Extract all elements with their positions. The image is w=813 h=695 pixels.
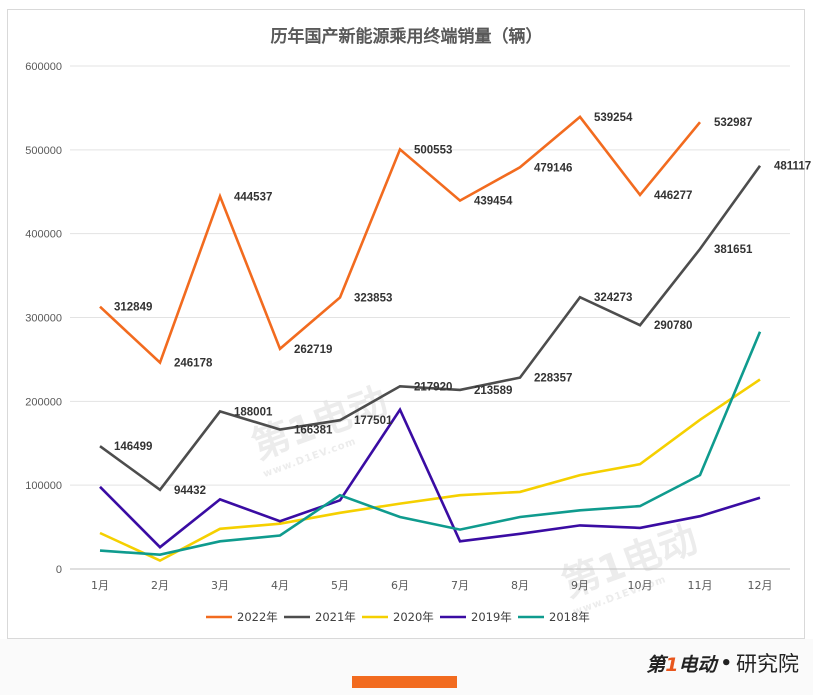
legend-label: 2020年 [393, 610, 434, 624]
x-tick-label: 4月 [271, 579, 289, 592]
x-tick-label: 12月 [748, 579, 773, 592]
y-tick-label: 400000 [25, 229, 62, 241]
x-tick-label: 8月 [511, 579, 529, 592]
data-label: 312849 [114, 302, 152, 314]
data-label: 532987 [714, 117, 752, 129]
chart-title: 历年国产新能源乘用终端销量（辆） [270, 27, 543, 47]
data-label: 446277 [654, 190, 692, 202]
y-tick-label: 600000 [25, 61, 62, 73]
x-tick-label: 3月 [211, 579, 229, 592]
x-tick-label: 9月 [571, 579, 589, 592]
series-line-2 [99, 378, 761, 563]
x-tick-label: 7月 [451, 579, 469, 592]
x-tick-label: 10月 [628, 579, 653, 592]
x-tick-label: 6月 [391, 579, 409, 592]
y-tick-label: 500000 [25, 145, 62, 157]
data-label: 539254 [594, 112, 633, 124]
legend-label: 2019年 [471, 610, 512, 624]
data-label: 481117 [774, 161, 811, 173]
legend-label: 2018年 [549, 610, 590, 624]
legend-label: 2022年 [237, 610, 278, 624]
brand-subtitle: 研究院 [736, 652, 799, 676]
data-label: 177501 [354, 415, 393, 427]
data-label: 228357 [534, 373, 572, 385]
legend-label: 2021年 [315, 610, 356, 624]
data-label: 166381 [294, 425, 333, 437]
data-label: 479146 [534, 162, 572, 174]
chart-frame [7, 9, 805, 639]
data-label: 324273 [594, 292, 632, 304]
data-label: 439454 [474, 196, 513, 208]
y-tick-label: 300000 [25, 313, 62, 325]
x-tick-label: 1月 [91, 579, 109, 592]
series-line-3 [99, 407, 761, 549]
line-chart: 0 100000 200000 300000 400000 500000 600000 1月 2… [25, 61, 811, 624]
footer-accent-bar [352, 676, 457, 688]
data-label: 94432 [174, 485, 206, 497]
x-tick-label: 5月 [331, 579, 349, 592]
data-label: 217920 [414, 381, 452, 393]
y-tick-label: 200000 [25, 396, 62, 408]
x-tick-label: 2月 [151, 579, 169, 592]
y-tick-label: 0 [56, 564, 62, 576]
data-label: 500553 [414, 144, 452, 156]
data-label: 323853 [354, 293, 392, 305]
y-tick-label: 100000 [25, 480, 62, 492]
brand-logo: 第1电动 • 研究院 [646, 648, 799, 678]
brand-mark: 第1电动 [646, 653, 717, 676]
data-label: 262719 [294, 344, 332, 356]
data-label: 290780 [654, 320, 692, 332]
data-label: 444537 [234, 191, 272, 203]
series-line-1 [99, 164, 762, 492]
data-label: 188001 [234, 406, 273, 418]
data-label: 246178 [174, 358, 213, 370]
data-label: 213589 [474, 385, 512, 397]
series-line-4 [99, 331, 762, 557]
data-label: 381651 [714, 244, 753, 256]
x-tick-label: 11月 [688, 579, 713, 592]
brand-dot: • [720, 652, 732, 674]
data-label: 146499 [114, 441, 152, 453]
series-line-0 [99, 115, 702, 365]
